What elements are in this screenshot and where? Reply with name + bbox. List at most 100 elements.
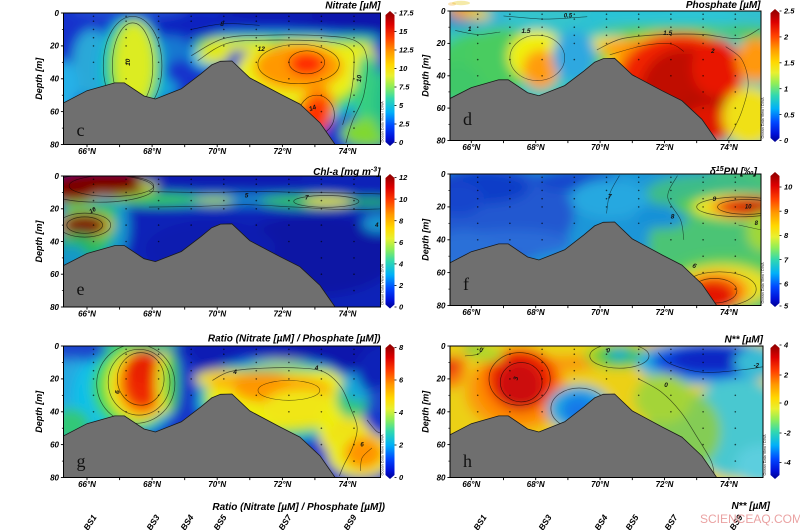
svg-text:0: 0 (399, 473, 404, 482)
svg-text:c: c (77, 120, 85, 140)
svg-text:6: 6 (399, 376, 404, 385)
svg-text:40: 40 (436, 408, 446, 417)
svg-text:74°N: 74°N (720, 143, 738, 152)
svg-text:66°N: 66°N (78, 480, 96, 489)
svg-text:1: 1 (784, 84, 788, 93)
svg-text:4: 4 (374, 223, 379, 229)
svg-text:d: d (463, 109, 472, 129)
svg-text:80: 80 (50, 303, 59, 312)
svg-text:20: 20 (436, 39, 446, 48)
svg-text:0: 0 (441, 7, 446, 16)
svg-text:20: 20 (49, 375, 59, 384)
svg-text:74°N: 74°N (339, 147, 357, 156)
svg-text:60: 60 (437, 268, 446, 277)
svg-text:60: 60 (50, 440, 59, 449)
svg-text:e: e (77, 279, 85, 299)
svg-text:70°N: 70°N (208, 310, 226, 319)
svg-text:1.5: 1.5 (521, 28, 530, 35)
svg-text:72°N: 72°N (656, 480, 674, 489)
svg-text:20: 20 (49, 205, 59, 214)
svg-text:0: 0 (479, 348, 483, 354)
svg-text:g: g (77, 451, 86, 471)
svg-text:Ratio (Nitrate [µM] / Phosphat: Ratio (Nitrate [µM] / Phosphate [µM]) (208, 334, 381, 345)
svg-text:68°N: 68°N (527, 480, 545, 489)
svg-text:h: h (463, 451, 472, 471)
svg-text:60: 60 (50, 107, 59, 116)
svg-text:Depth [m]: Depth [m] (34, 390, 44, 433)
svg-text:20: 20 (49, 42, 59, 51)
svg-text:68°N: 68°N (143, 480, 161, 489)
svg-text:72°N: 72°N (656, 143, 674, 152)
svg-text:1: 1 (468, 26, 472, 33)
svg-text:72°N: 72°N (273, 480, 291, 489)
svg-text:4: 4 (783, 341, 789, 350)
svg-text:74°N: 74°N (339, 310, 357, 319)
svg-text:2: 2 (398, 281, 404, 290)
svg-text:0: 0 (55, 342, 60, 351)
svg-text:5: 5 (245, 192, 249, 199)
svg-text:2: 2 (398, 441, 404, 450)
svg-text:Ocean Data View / DIVA: Ocean Data View / DIVA (763, 434, 767, 476)
svg-text:4: 4 (314, 365, 319, 372)
svg-text:68°N: 68°N (527, 308, 545, 317)
svg-text:Depth [m]: Depth [m] (34, 220, 44, 263)
svg-text:Ratio (Nitrate [µM] / Phosphat: Ratio (Nitrate [µM] / Phosphate [µM]) (212, 502, 385, 513)
svg-text:10: 10 (399, 195, 408, 204)
svg-text:Chl-a [mg m-3]: Chl-a [mg m-3] (313, 167, 381, 179)
svg-text:4: 4 (232, 369, 237, 376)
svg-text:12.5: 12.5 (399, 46, 414, 55)
svg-text:12: 12 (399, 173, 408, 182)
svg-text:72°N: 72°N (656, 308, 674, 317)
svg-text:66°N: 66°N (78, 147, 96, 156)
svg-text:N** [µM]: N** [µM] (731, 501, 770, 512)
svg-text:10: 10 (399, 64, 408, 73)
svg-text:10: 10 (745, 205, 752, 211)
svg-text:Depth [m]: Depth [m] (421, 218, 431, 261)
svg-text:2: 2 (710, 48, 715, 55)
svg-text:Ocean Data View / DIVA: Ocean Data View / DIVA (761, 97, 765, 139)
svg-text:40: 40 (49, 408, 59, 417)
svg-text:66°N: 66°N (462, 143, 480, 152)
svg-text:68°N: 68°N (143, 310, 161, 319)
svg-text:40: 40 (436, 72, 446, 81)
svg-text:f: f (463, 274, 469, 294)
svg-text:40: 40 (49, 237, 59, 246)
svg-text:0: 0 (399, 303, 404, 312)
svg-text:0: 0 (441, 342, 446, 351)
svg-text:δ15PN [‰]: δ15PN [‰] (710, 166, 758, 178)
svg-text:68°N: 68°N (143, 147, 161, 156)
svg-text:6: 6 (360, 442, 364, 448)
svg-text:7: 7 (305, 195, 309, 202)
svg-text:2.5: 2.5 (783, 7, 795, 16)
svg-text:1.5: 1.5 (663, 30, 672, 37)
svg-text:60: 60 (437, 104, 446, 113)
svg-text:40: 40 (436, 236, 446, 245)
svg-text:20: 20 (436, 375, 446, 384)
svg-text:8: 8 (220, 21, 224, 28)
svg-text:Depth [m]: Depth [m] (421, 54, 431, 97)
svg-text:10: 10 (89, 207, 98, 216)
svg-text:-2: -2 (754, 363, 760, 369)
svg-text:Ocean Data View / DIVA: Ocean Data View / DIVA (381, 263, 385, 305)
svg-text:0: 0 (606, 348, 610, 355)
svg-text:8: 8 (755, 221, 759, 227)
svg-text:3: 3 (513, 376, 521, 381)
svg-text:6: 6 (115, 390, 122, 394)
svg-text:0: 0 (441, 170, 446, 179)
svg-text:6: 6 (784, 280, 789, 289)
svg-text:68°N: 68°N (527, 143, 545, 152)
svg-text:74°N: 74°N (720, 308, 738, 317)
svg-text:40: 40 (49, 75, 59, 84)
svg-text:Ocean Data View / DIVA: Ocean Data View / DIVA (381, 101, 385, 143)
svg-text:70°N: 70°N (208, 480, 226, 489)
svg-text:Ocean Data View / DIVA: Ocean Data View / DIVA (761, 262, 765, 304)
svg-text:0.5: 0.5 (784, 110, 795, 119)
svg-text:15: 15 (399, 27, 408, 36)
svg-text:0: 0 (55, 172, 60, 181)
svg-text:70°N: 70°N (591, 308, 609, 317)
svg-text:6: 6 (691, 262, 698, 270)
svg-text:-4: -4 (784, 458, 791, 467)
svg-text:9: 9 (713, 196, 717, 203)
svg-text:0: 0 (55, 9, 60, 18)
svg-text:20: 20 (436, 203, 446, 212)
